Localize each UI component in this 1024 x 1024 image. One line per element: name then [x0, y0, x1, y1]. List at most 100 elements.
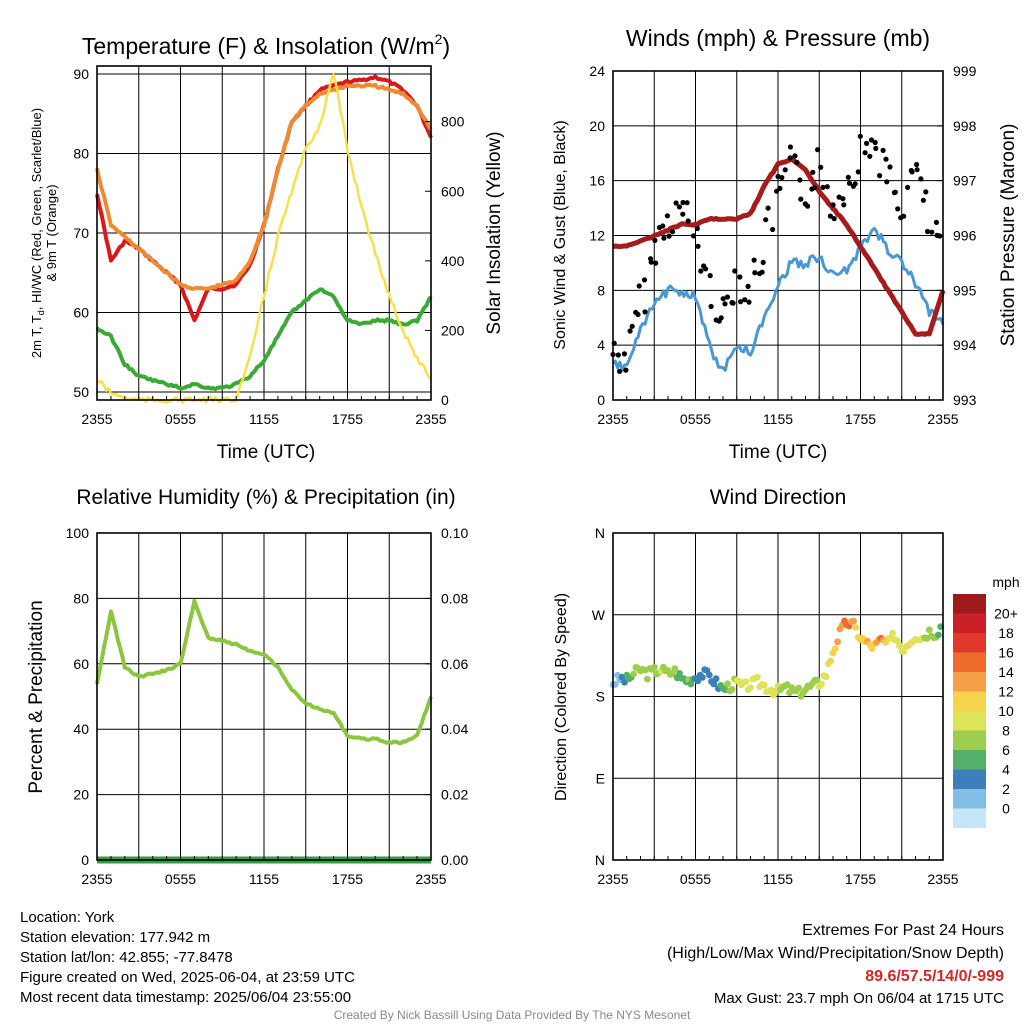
humidity-x-ticks: 2355 0555 1155 1755 2355 — [81, 852, 447, 887]
y-tick-label: E — [596, 770, 605, 786]
direction-point — [925, 626, 933, 634]
x-tick-label: 2355 — [415, 411, 446, 427]
humidity-grid — [97, 532, 431, 861]
created-text: Figure created on Wed, 2025-06-04, at 23… — [20, 969, 355, 986]
gust-point — [751, 257, 757, 263]
y-tick-label: 100 — [66, 525, 90, 541]
gust-point — [627, 328, 633, 334]
gust-point — [694, 225, 700, 232]
direction-point — [831, 645, 839, 652]
direction-point — [852, 624, 860, 631]
gust-point — [798, 196, 804, 202]
gust-point — [680, 211, 686, 217]
gust-point — [862, 150, 868, 156]
legend-swatch — [953, 808, 986, 828]
gust-point — [845, 174, 851, 180]
wind-series — [610, 133, 946, 374]
y2-tick-label: 0.04 — [441, 721, 468, 737]
y2-tick-label: 995 — [953, 282, 977, 298]
direction-points — [609, 617, 945, 700]
insolation-y-axis-label: Solar Insolation (Yellow) — [484, 131, 505, 334]
direction-point — [813, 676, 821, 684]
elevation-text: Station elevation: 177.942 m — [20, 929, 210, 946]
gust-point — [873, 145, 879, 151]
legend-swatch — [953, 613, 986, 633]
gust-point — [787, 144, 794, 150]
gust-point — [690, 233, 697, 239]
gust-point — [648, 259, 654, 265]
x-tick-label: 2355 — [597, 871, 628, 887]
gust-point — [901, 213, 907, 219]
gust-point — [642, 309, 648, 315]
x-tick-label: 1155 — [763, 411, 793, 427]
legend-swatch — [953, 633, 986, 653]
direction-grid — [613, 532, 943, 861]
y-tick-label: 40 — [73, 721, 89, 737]
gust-point — [738, 299, 744, 305]
x-tick-label: 1155 — [249, 411, 279, 427]
wind-chart-title: Winds (mph) & Pressure (mb) — [626, 25, 930, 51]
gust-point — [673, 200, 679, 206]
temperature-y-ticks: 50 60 70 80 90 — [73, 66, 89, 400]
gust-point — [777, 185, 783, 191]
y2-tick-label: 600 — [441, 183, 465, 199]
gust-point — [695, 243, 701, 249]
x-tick-label: 0555 — [165, 411, 196, 427]
y2-tick-label: 800 — [441, 114, 465, 130]
direction-x-ticks: 2355 0555 1155 1755 2355 — [597, 852, 959, 887]
direction-point — [710, 680, 718, 688]
extremes-values: 89.6/57.5/14/0/-999 — [865, 968, 1004, 985]
direction-y-ticks: N E S W N — [592, 525, 606, 868]
location-text: Location: York — [20, 909, 115, 926]
legend-swatch — [953, 769, 986, 789]
gust-point — [722, 301, 728, 307]
gust-point — [708, 303, 714, 310]
gust-point — [909, 169, 915, 175]
x-tick-label: 1755 — [332, 871, 363, 887]
wind-pressure-panel: Winds (mph) & Pressure (mb) 2355 0555 1155… — [552, 25, 1019, 463]
gust-point — [867, 153, 873, 159]
extremes-subtitle: (High/Low/Max Wind/Precipitation/Snow De… — [667, 945, 1004, 962]
series-line-blue — [611, 226, 945, 372]
x-tick-label: 0555 — [165, 871, 196, 887]
humidity-y-ticks: 0 20 40 60 80 100 — [66, 525, 90, 868]
wind-y-ticks: 0 4 8 12 16 20 24 — [589, 63, 605, 408]
legend-label: 18 — [998, 625, 1014, 641]
direction-point — [889, 629, 896, 637]
y2-tick-label: 998 — [953, 118, 977, 134]
y2-tick-label: 996 — [953, 228, 977, 244]
gust-point — [636, 283, 642, 289]
gust-point — [737, 274, 743, 280]
y2-tick-label: 0 — [441, 392, 449, 408]
y2-tick-label: 0.02 — [441, 787, 468, 803]
direction-point — [818, 680, 825, 688]
direction-point — [754, 673, 761, 681]
gust-point — [923, 189, 929, 195]
gust-point — [615, 352, 621, 358]
x-tick-label: 2355 — [81, 411, 112, 427]
gust-point — [918, 176, 924, 182]
temperature-chart-title: Temperature (F) & Insolation (W/m2) — [82, 31, 450, 59]
x-tick-label: 2355 — [597, 411, 628, 427]
x-tick-label: 2355 — [81, 871, 112, 887]
y-tick-label: S — [596, 689, 605, 705]
series-line-rh — [95, 598, 433, 746]
gust-point — [815, 147, 821, 153]
gust-point — [868, 137, 875, 143]
y2-tick-label: 997 — [953, 173, 977, 189]
gust-point — [824, 184, 830, 190]
legend-swatch — [953, 730, 986, 750]
y-tick-label: 80 — [73, 145, 89, 161]
temperature-x-ticks: 2355 0555 1155 1755 2355 — [81, 392, 447, 427]
gust-point — [732, 268, 738, 274]
gust-point — [891, 190, 898, 196]
wind-y-axis-label: Sonic Wind & Gust (Blue, Black) — [552, 120, 569, 349]
gust-point — [857, 133, 863, 139]
direction-point — [669, 670, 676, 678]
series-line-green — [95, 287, 433, 392]
gust-point — [810, 169, 816, 175]
direction-y-axis-label: Direction (Colored By Speed) — [553, 593, 570, 801]
y-tick-label: 60 — [73, 305, 89, 321]
speed-legend: 20+ 18 16 14 12 10 8 6 4 2 0 — [953, 594, 1018, 828]
